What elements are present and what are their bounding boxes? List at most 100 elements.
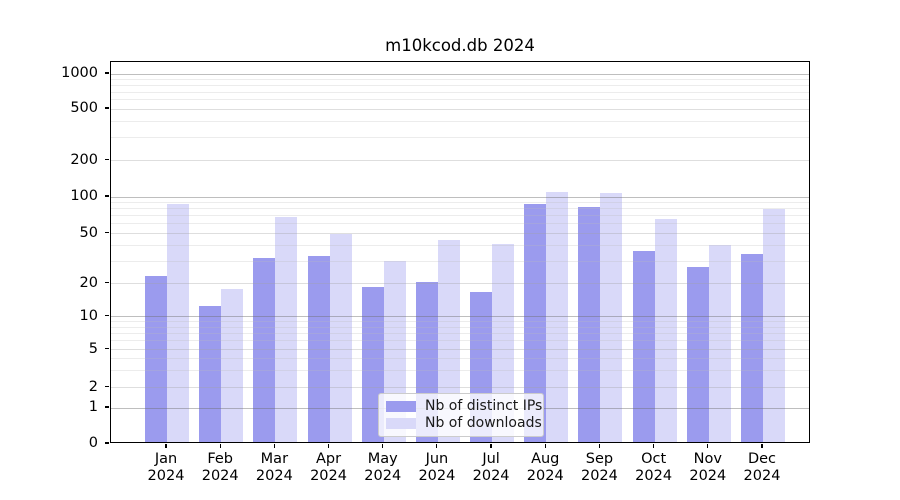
legend-label-downloads: Nb of downloads [425, 415, 542, 431]
x-tick-mark [490, 444, 492, 448]
gridline-sub [111, 160, 809, 161]
gridline-minor [111, 99, 809, 101]
gridline-minor [111, 326, 809, 328]
bar-downloads-mar [275, 216, 298, 442]
gridline-minor [111, 78, 809, 80]
bar-downloads-oct [654, 218, 677, 442]
gridline-minor [111, 91, 809, 93]
x-tick-label-jan: Jan 2024 [136, 451, 196, 484]
bar-distinct-ips-jan [145, 276, 167, 442]
legend-item-distinct-ips: Nb of distinct IPs [386, 398, 542, 415]
x-tick-label-apr: Apr 2024 [299, 451, 359, 484]
x-tick-month: Feb [207, 451, 234, 467]
legend-item-downloads: Nb of downloads [386, 415, 542, 432]
x-tick-label-sep: Sep 2024 [569, 451, 629, 484]
y-tick-label: 1000 [61, 65, 98, 81]
x-tick-label-jun: Jun 2024 [407, 451, 467, 484]
legend-label-distinct-ips: Nb of distinct IPs [425, 398, 543, 414]
x-tick-mark [273, 444, 275, 448]
y-tick-label: 1 [88, 399, 98, 415]
x-tick-year: 2024 [418, 467, 456, 484]
x-tick-label-feb: Feb 2024 [190, 451, 250, 484]
gridline-minor [111, 340, 809, 342]
x-tick-month: May [367, 451, 398, 467]
y-axis: 1000 500 200 100 50 20 10 5 2 1 0 [0, 61, 110, 451]
x-tick-mark [707, 444, 709, 448]
y-tick-mark [105, 406, 109, 408]
x-tick-mark [327, 444, 330, 448]
y-tick-label: 2 [88, 378, 98, 395]
y-tick-mark [105, 231, 109, 234]
bar-distinct-ips-nov [686, 267, 709, 442]
y-tick-label: 500 [70, 100, 98, 116]
x-tick-label-mar: Mar 2024 [244, 451, 304, 484]
x-tick-month: Jun [425, 451, 449, 467]
x-tick-month: Jan [154, 451, 178, 467]
gridline-minor [111, 215, 809, 217]
y-tick-mark [105, 195, 109, 197]
x-tick-year: 2024 [310, 467, 347, 484]
x-tick-year: 2024 [689, 467, 727, 484]
gridline-major [111, 73, 809, 75]
bar-distinct-ips-oct [632, 251, 655, 442]
bar-distinct-ips-sep [578, 207, 601, 442]
x-tick-month: Apr [315, 451, 342, 467]
y-tick-label: 10 [79, 307, 98, 324]
y-tick-mark [105, 347, 109, 350]
x-tick-label-oct: Oct 2024 [624, 451, 684, 484]
gridline-minor [111, 137, 809, 139]
y-tick-mark [105, 107, 109, 109]
x-tick-mark [219, 444, 221, 448]
bars-layer [111, 62, 809, 442]
gridline-minor [111, 223, 809, 225]
bar-downloads-jun [437, 239, 460, 442]
gridline-sub [111, 283, 809, 284]
legend-swatch-downloads [386, 418, 416, 429]
x-tick-month: Aug [531, 451, 560, 467]
y-tick-mark [105, 385, 109, 388]
x-tick-year: 2024 [526, 467, 564, 484]
bar-downloads-jul [492, 243, 515, 442]
gridline-sub [111, 108, 809, 110]
x-tick-mark [382, 444, 384, 448]
x-tick-label-nov: Nov 2024 [678, 451, 738, 484]
bar-downloads-dec [762, 208, 785, 442]
gridline-minor [111, 370, 809, 372]
x-tick-label-aug: Aug 2024 [515, 451, 575, 484]
bar-distinct-ips-dec [740, 254, 763, 442]
x-tick-mark [761, 444, 763, 448]
x-tick-month: Sep [585, 451, 614, 467]
gridline-minor [111, 333, 809, 335]
gridline-sub [111, 349, 809, 350]
x-tick-label-may: May 2024 [353, 451, 413, 484]
x-tick-month: Oct [641, 451, 667, 467]
gridline-minor [111, 358, 809, 360]
grid-layer [111, 62, 809, 442]
x-tick-mark [165, 444, 167, 448]
x-tick-year: 2024 [635, 467, 673, 484]
bar-downloads-apr [329, 233, 352, 442]
chart-title: m10kcod.db 2024 [385, 36, 535, 55]
x-tick-month: Dec [747, 451, 776, 467]
bar-downloads-aug [546, 191, 569, 442]
y-tick-mark [105, 315, 109, 317]
bar-downloads-nov [708, 245, 731, 442]
gridline-minor [111, 260, 809, 262]
y-tick-label: 100 [70, 188, 98, 204]
x-tick-mark [598, 444, 601, 448]
x-tick-mark [436, 444, 438, 448]
x-tick-year: 2024 [147, 467, 185, 484]
bar-downloads-jan [167, 204, 189, 442]
x-tick-mark [653, 444, 655, 448]
gridline-sub [111, 387, 809, 388]
y-tick-label: 0 [88, 435, 98, 451]
x-tick-year: 2024 [743, 467, 781, 484]
x-tick-year: 2024 [472, 467, 510, 484]
y-tick-mark [105, 442, 109, 444]
bar-distinct-ips-mar [253, 257, 276, 442]
gridline-minor [111, 208, 809, 210]
x-tick-label-dec: Dec 2024 [732, 451, 792, 484]
x-tick-year: 2024 [255, 467, 293, 484]
x-tick-year: 2024 [364, 467, 402, 484]
